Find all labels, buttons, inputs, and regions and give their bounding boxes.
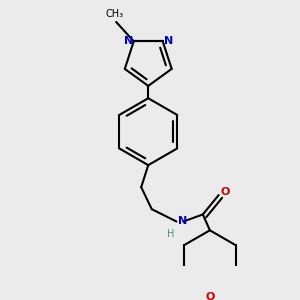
Text: O: O: [220, 188, 230, 197]
Text: N: N: [178, 216, 188, 226]
Text: N: N: [124, 36, 133, 46]
Text: H: H: [167, 229, 175, 238]
Text: N: N: [164, 36, 173, 46]
Text: O: O: [205, 292, 214, 300]
Text: CH₃: CH₃: [105, 9, 123, 19]
